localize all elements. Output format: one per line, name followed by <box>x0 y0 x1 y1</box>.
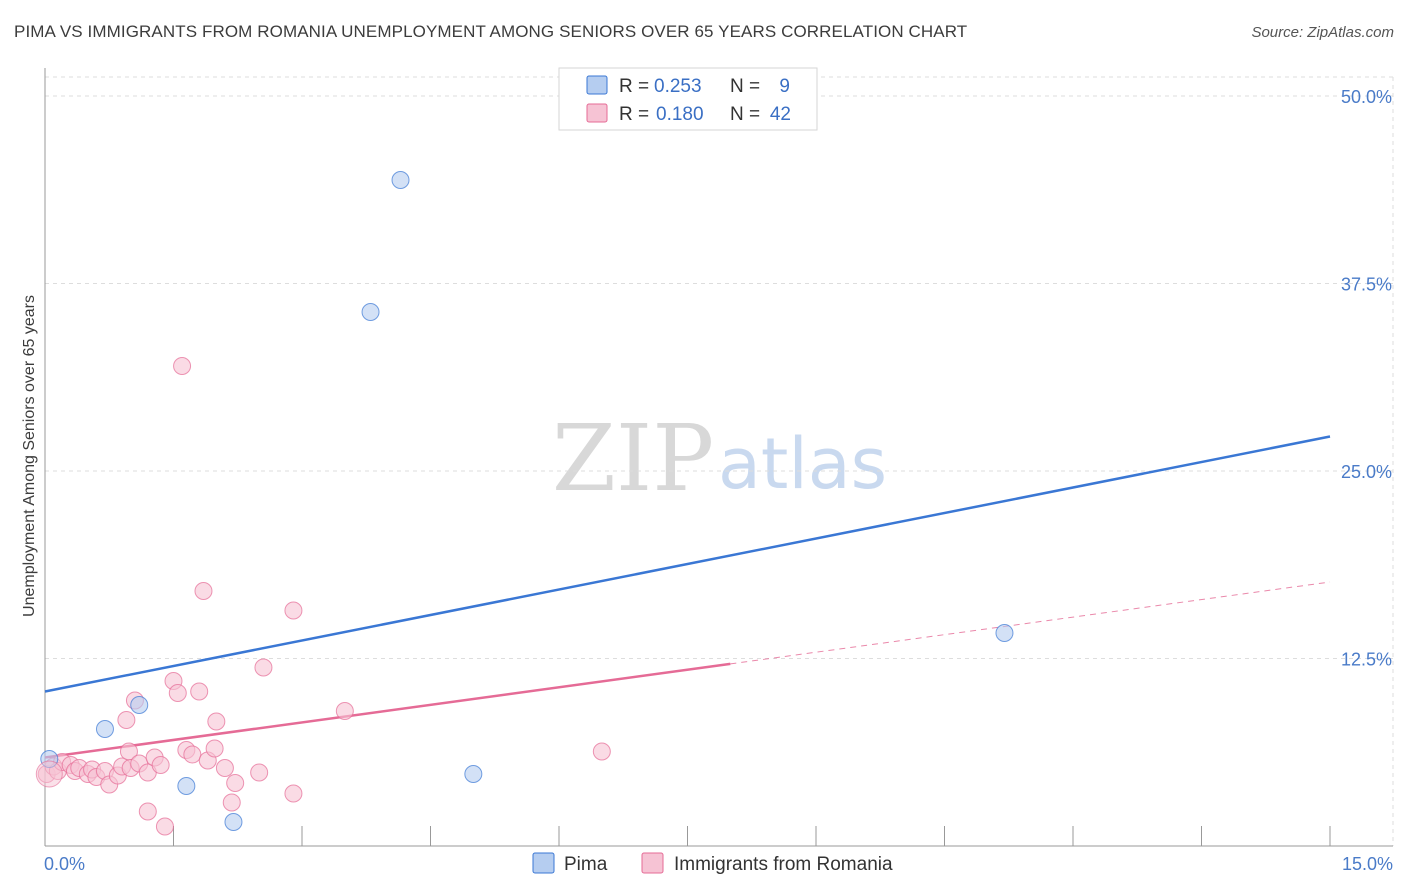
x-tick-label-0: 0.0% <box>44 854 85 874</box>
legend-swatch-romania <box>586 103 608 123</box>
data-points <box>35 171 1014 836</box>
point-romania-25 <box>168 684 187 703</box>
point-romania-26 <box>173 357 192 376</box>
point-romania-28 <box>183 745 202 764</box>
point-pima-3 <box>177 777 196 796</box>
stats-legend: R = 0.253 N = 9 R = 0.180 N = 42 <box>558 67 818 131</box>
point-pima-6 <box>391 171 410 190</box>
trend-lines <box>44 435 1331 759</box>
point-pima-1 <box>95 720 114 739</box>
point-romania-38 <box>254 658 273 677</box>
point-pima-5 <box>361 303 380 322</box>
point-romania-22 <box>151 756 170 775</box>
point-romania-40 <box>284 784 303 803</box>
point-romania-41 <box>335 702 354 721</box>
y-tick-label-0: 12.5% <box>1341 650 1392 670</box>
point-romania-14 <box>117 711 136 730</box>
point-romania-42 <box>592 742 611 761</box>
watermark: ZIP atlas <box>552 405 887 512</box>
y-tick-labels: 12.5% 25.0% 37.5% 50.0% <box>1341 87 1392 669</box>
point-romania-23 <box>155 817 174 836</box>
x-tick-labels: 0.0% 15.0% <box>44 854 1393 874</box>
trend-line-romania <box>44 662 731 759</box>
trend-line-romania-extension <box>730 581 1331 665</box>
y-tick-label-1: 25.0% <box>1341 462 1392 482</box>
series-legend-swatch-romania <box>641 852 664 874</box>
point-romania-35 <box>222 793 241 812</box>
legend-n-label-pima: N = <box>730 76 760 97</box>
point-romania-32 <box>205 739 224 758</box>
point-pima-7 <box>464 765 483 784</box>
y-tick-label-3: 50.0% <box>1341 87 1392 107</box>
point-pima-8 <box>995 624 1014 643</box>
watermark-zip: ZIP <box>552 405 714 512</box>
legend-r-label-romania: R = <box>619 104 649 125</box>
point-romania-30 <box>194 582 213 601</box>
point-romania-37 <box>250 763 269 782</box>
point-romania-19 <box>138 802 157 821</box>
point-romania-cluster <box>35 760 63 788</box>
legend-swatch-pima <box>586 75 608 95</box>
legend-n-value-pima: 9 <box>779 76 790 97</box>
x-tick-label-1: 15.0% <box>1342 854 1393 874</box>
gridlines <box>45 76 1394 846</box>
legend-r-value-romania: 0.180 <box>656 104 704 125</box>
point-romania-29 <box>190 682 209 701</box>
point-romania-33 <box>207 712 226 731</box>
series-legend-label-romania: Immigrants from Romania <box>674 854 893 875</box>
trend-line-pima <box>44 435 1331 693</box>
point-romania-39 <box>284 601 303 620</box>
chart-title: PIMA VS IMMIGRANTS FROM ROMANIA UNEMPLOY… <box>14 22 968 41</box>
legend-n-label-romania: N = <box>730 104 760 125</box>
axes <box>44 68 1393 847</box>
watermark-atlas: atlas <box>718 423 887 505</box>
series-legend: Pima Immigrants from Romania <box>532 852 893 875</box>
legend-n-value-romania: 42 <box>770 104 791 125</box>
point-romania-34 <box>215 759 234 778</box>
point-pima-4 <box>224 813 243 832</box>
source-credit: Source: ZipAtlas.com <box>1251 24 1394 41</box>
point-romania-36 <box>226 774 245 793</box>
legend-r-value-pima: 0.253 <box>654 76 702 97</box>
series-legend-swatch-pima <box>532 852 555 874</box>
y-tick-label-2: 37.5% <box>1341 275 1392 295</box>
point-pima-2 <box>130 696 149 715</box>
series-legend-label-pima: Pima <box>564 854 608 875</box>
legend-r-label-pima: R = <box>619 76 649 97</box>
y-axis-label: Unemployment Among Seniors over 65 years <box>21 295 38 617</box>
